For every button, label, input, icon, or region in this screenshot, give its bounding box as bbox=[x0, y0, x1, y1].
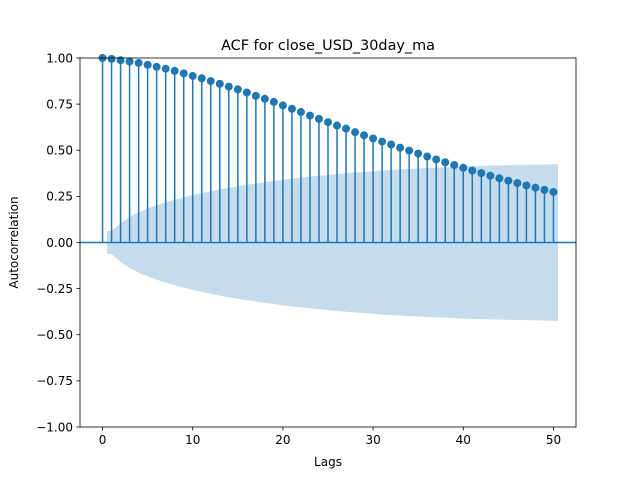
acf-point bbox=[179, 69, 188, 78]
x-tick-label: 10 bbox=[185, 433, 200, 447]
y-tick-label: 0.00 bbox=[46, 236, 73, 250]
acf-point bbox=[324, 118, 332, 127]
acf-point bbox=[459, 163, 468, 172]
acf-point bbox=[342, 124, 351, 133]
acf-point bbox=[441, 158, 450, 167]
acf-point bbox=[278, 101, 287, 110]
acf-point bbox=[531, 183, 540, 192]
acf-point bbox=[495, 174, 504, 183]
chart-title: ACF for close_USD_30day_ma bbox=[221, 38, 435, 54]
acf-point bbox=[134, 58, 143, 67]
acf-point bbox=[305, 111, 314, 120]
x-tick-label: 0 bbox=[99, 433, 107, 447]
acf-point bbox=[224, 82, 233, 91]
y-ticks: −1.00 −0.75 −0.50 −0.25 0.00 0.25 0.50 0.75 1.00 bbox=[36, 51, 80, 434]
acf-point bbox=[116, 56, 125, 65]
y-tick-label: −0.25 bbox=[36, 282, 73, 296]
y-tick-label: 1.00 bbox=[46, 51, 73, 65]
acf-point bbox=[351, 128, 360, 137]
acf-point bbox=[215, 79, 224, 88]
acf-point bbox=[287, 104, 296, 113]
acf-point bbox=[242, 88, 251, 97]
x-ticks: 0 10 20 30 40 50 bbox=[99, 427, 561, 447]
acf-point bbox=[170, 66, 179, 75]
x-tick-label: 30 bbox=[365, 433, 380, 447]
acf-point bbox=[504, 176, 513, 185]
acf-point bbox=[314, 114, 323, 123]
plot-area bbox=[80, 54, 576, 321]
acf-point bbox=[143, 60, 152, 69]
acf-point bbox=[414, 149, 423, 158]
acf-point bbox=[251, 91, 260, 100]
y-tick-label: −0.50 bbox=[36, 328, 73, 342]
acf-point bbox=[387, 140, 396, 149]
acf-point bbox=[450, 161, 459, 170]
x-axis-title: Lags bbox=[314, 455, 342, 469]
acf-point bbox=[188, 71, 197, 80]
acf-point bbox=[161, 64, 170, 73]
acf-point bbox=[396, 143, 405, 152]
acf-point bbox=[360, 131, 369, 140]
acf-point bbox=[423, 152, 432, 161]
stem-layer bbox=[80, 58, 576, 244]
acf-point bbox=[233, 85, 242, 94]
x-tick-label: 20 bbox=[275, 433, 290, 447]
acf-point bbox=[107, 54, 116, 63]
acf-point bbox=[152, 62, 161, 71]
x-tick-label: 40 bbox=[456, 433, 471, 447]
y-tick-label: 0.75 bbox=[46, 97, 73, 111]
y-tick-label: 0.25 bbox=[46, 190, 73, 204]
acf-point bbox=[540, 185, 549, 194]
x-tick-label: 50 bbox=[546, 433, 561, 447]
acf-point bbox=[513, 179, 522, 188]
acf-point bbox=[477, 169, 486, 178]
acf-point bbox=[260, 94, 269, 103]
acf-point bbox=[468, 166, 477, 175]
acf-point bbox=[486, 171, 495, 180]
acf-point bbox=[369, 134, 378, 143]
acf-point bbox=[378, 137, 387, 146]
acf-point bbox=[549, 187, 558, 196]
acf-point bbox=[333, 121, 342, 130]
acf-point bbox=[405, 146, 414, 155]
acf-point bbox=[296, 108, 305, 117]
y-tick-label: 0.50 bbox=[46, 144, 73, 158]
acf-point bbox=[269, 97, 278, 106]
acf-point bbox=[432, 155, 441, 164]
y-axis-title: Autocorrelation bbox=[7, 196, 21, 288]
y-tick-label: −1.00 bbox=[36, 420, 73, 434]
acf-point bbox=[197, 74, 206, 83]
marker-layer bbox=[98, 54, 558, 196]
acf-point bbox=[206, 77, 215, 86]
acf-point bbox=[522, 181, 531, 190]
acf-point bbox=[125, 57, 134, 66]
y-tick-label: −0.75 bbox=[36, 374, 73, 388]
